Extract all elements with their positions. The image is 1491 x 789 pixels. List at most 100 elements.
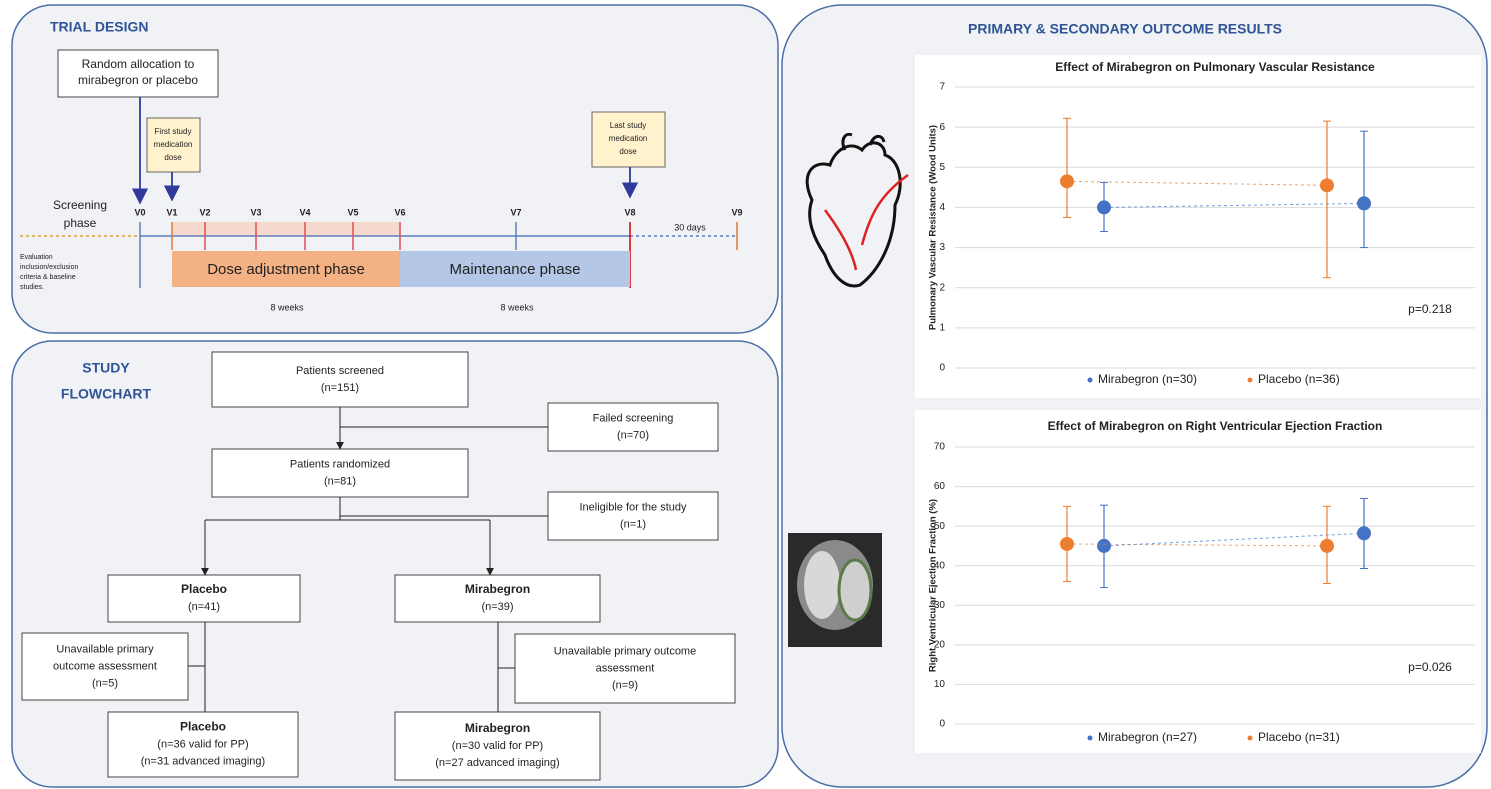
flow-text: Placebo [181,582,227,596]
evaluation-text: inclusion/exclusion [20,264,78,271]
y-tick-label: 60 [934,481,946,492]
flow-text: (n=39) [481,601,513,613]
flow-text: Ineligible for the study [579,501,687,513]
y-tick-label: 3 [939,242,945,253]
flow-box [212,449,468,497]
flow-text: Failed screening [593,412,674,424]
flow-box [212,352,468,407]
duration-label: 8 weeks [270,302,304,312]
duration-label: 8 weeks [500,302,534,312]
flow-text: Mirabegron [465,582,530,596]
data-point [1060,537,1074,551]
first-dose-text: medication [154,140,193,149]
section-title: FLOWCHART [61,386,152,402]
y-tick-label: 0 [939,719,945,730]
legend-label: Mirabegron (n=27) [1098,730,1197,744]
evaluation-text: studies. [20,284,44,291]
allocation-text: Random allocation to [82,57,195,71]
visit-label: V7 [510,207,521,217]
mri-image [788,533,882,647]
flow-text: (n=27 advanced imaging) [435,757,559,769]
chart-area [915,55,1481,398]
visit-label: V8 [624,207,635,217]
y-tick-label: 5 [939,162,945,173]
section-title: PRIMARY & SECONDARY OUTCOME RESULTS [968,21,1282,37]
screening-text: phase [64,216,97,230]
visit-label: V4 [299,207,310,217]
section-title: STUDY [82,360,130,376]
legend-label: Mirabegron (n=30) [1098,372,1197,386]
evaluation-text: Evaluation [20,254,53,261]
dose-shade [172,222,400,236]
flow-box [548,403,718,451]
graphical-abstract: TRIAL DESIGN Random allocation to mirabegr… [0,0,1491,789]
visit-label: V0 [134,207,145,217]
flow-text: (n=30 valid for PP) [452,740,543,752]
dose-phase-label: Dose adjustment phase [207,261,365,278]
visit-label: V9 [731,207,742,217]
y-tick-label: 4 [939,202,945,213]
annotation: p=0.026 [1408,660,1452,674]
flow-text: (n=9) [612,679,638,691]
data-point [1320,178,1334,192]
legend-label: Placebo (n=36) [1258,372,1340,386]
first-dose-text: First study [155,127,192,136]
data-point [1357,196,1371,210]
flow-text: assessment [596,662,655,674]
flow-text: Unavailable primary outcome [554,645,696,657]
screening-text: Screening [53,198,107,212]
flow-text: (n=151) [321,382,359,394]
flow-text: Patients screened [296,365,384,377]
last-dose-text: Last study [610,121,646,130]
visit-label: V3 [250,207,261,217]
section-title: TRIAL DESIGN [50,19,149,35]
evaluation-text: criteria & baseline [20,274,76,281]
maintenance-phase-label: Maintenance phase [450,261,581,278]
flow-box [548,492,718,540]
flow-text: (n=81) [324,475,356,487]
flow-text: Placebo [180,720,226,734]
y-axis-label: Right Ventricular Ejection Fraction (%) [928,499,939,672]
legend-marker [1248,736,1253,741]
y-tick-label: 1 [939,322,945,333]
chart-title: Effect of Mirabegron on Pulmonary Vascul… [1055,60,1375,74]
y-tick-label: 6 [939,122,945,133]
last-dose-text: medication [609,134,648,143]
legend-marker [1088,736,1093,741]
followup-label: 30 days [674,222,706,232]
flow-text: Unavailable primary [56,643,154,655]
legend-marker [1248,378,1253,383]
y-tick-label: 0 [939,363,945,374]
chart-title: Effect of Mirabegron on Right Ventricula… [1048,419,1383,433]
visit-label: V5 [347,207,358,217]
flow-text: (n=1) [620,518,646,530]
first-dose-text: dose [164,153,182,162]
visit-label: V2 [199,207,210,217]
annotation: p=0.218 [1408,302,1452,316]
visit-label: V6 [394,207,405,217]
last-dose-text: dose [619,147,637,156]
y-tick-label: 70 [934,442,946,453]
allocation-text: mirabegron or placebo [78,73,198,87]
visit-label: V1 [166,207,177,217]
legend-marker [1088,378,1093,383]
data-point [1320,539,1334,553]
y-tick-label: 2 [939,282,945,293]
y-tick-label: 10 [934,679,946,690]
flow-text: (n=31 advanced imaging) [141,755,265,767]
chart-area [915,410,1481,753]
flow-text: (n=41) [188,601,220,613]
legend-label: Placebo (n=31) [1258,730,1340,744]
data-point [1060,174,1074,188]
y-tick-label: 7 [939,82,945,93]
flow-text: (n=36 valid for PP) [157,738,248,750]
data-point [1097,200,1111,214]
data-point [1357,526,1371,540]
flow-text: outcome assessment [53,660,157,672]
flow-text: (n=70) [617,429,649,441]
y-axis-label: Pulmonary Vascular Resistance (Wood Unit… [928,125,939,330]
flow-text: Mirabegron [465,721,530,735]
flow-text: (n=5) [92,677,118,689]
data-point [1097,539,1111,553]
flow-text: Patients randomized [290,458,390,470]
